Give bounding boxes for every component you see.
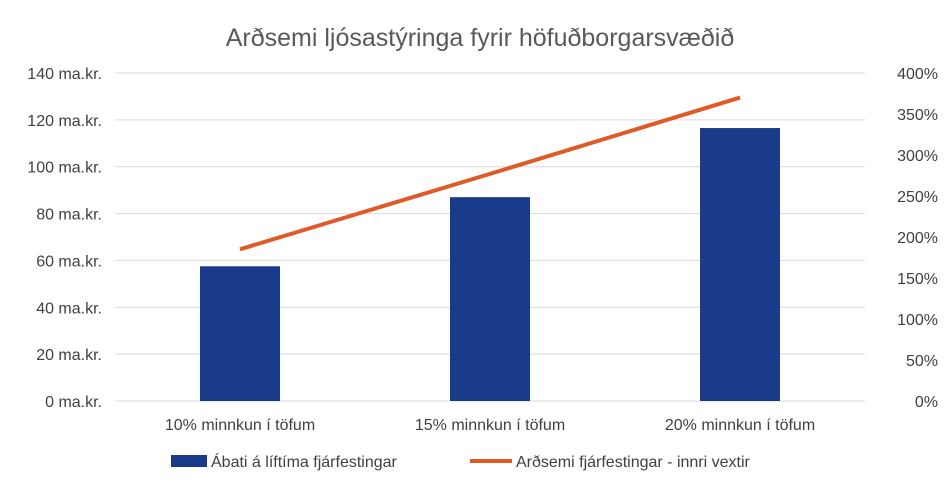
bar-series [200, 128, 780, 402]
line-path [239, 95, 741, 252]
left-tick-label: 20 ma.kr. [36, 347, 102, 364]
right-tick-label: 350% [897, 107, 938, 124]
right-tick-label: 0% [915, 394, 938, 411]
left-tick-label: 60 ma.kr. [36, 253, 102, 270]
left-axis: 0 ma.kr. 20 ma.kr. 40 ma.kr. 60 ma.kr. 80 ma… [27, 66, 102, 411]
left-tick-label: 80 ma.kr. [36, 207, 102, 224]
right-axis: 0% 50% 100% 150% 200% 250% 300% 350% 400% [897, 66, 938, 411]
left-tick-label: 40 ma.kr. [36, 300, 102, 317]
category-label: 15% minnkun í töfum [415, 417, 565, 434]
bar [700, 128, 780, 402]
line-series [239, 95, 741, 252]
bar [450, 197, 530, 401]
category-label: 10% minnkun í töfum [165, 417, 315, 434]
chart-title: Arðsemi ljósastýringa fyrir höfuðborgars… [226, 24, 735, 52]
bar [200, 266, 280, 401]
right-tick-label: 150% [897, 271, 938, 288]
legend: Ábati á líftíma fjárfestingar Arðsemi fj… [171, 452, 751, 471]
right-tick-label: 100% [897, 312, 938, 329]
right-tick-label: 50% [906, 353, 938, 370]
category-axis: 10% minnkun í töfum 15% minnkun í töfum 20… [165, 417, 815, 434]
category-label: 20% minnkun í töfum [665, 417, 815, 434]
right-tick-label: 200% [897, 230, 938, 247]
legend-bar-swatch [171, 455, 207, 467]
legend-bar-label: Ábati á líftíma fjárfestingar [211, 452, 398, 471]
right-tick-label: 300% [897, 148, 938, 165]
right-tick-label: 250% [897, 189, 938, 206]
left-tick-label: 0 ma.kr. [45, 394, 102, 411]
legend-line-label: Arðsemi fjárfestingar - innri vextir [516, 454, 751, 471]
left-tick-label: 100 ma.kr. [27, 160, 102, 177]
right-tick-label: 400% [897, 66, 938, 83]
left-tick-label: 140 ma.kr. [27, 66, 102, 83]
left-tick-label: 120 ma.kr. [27, 113, 102, 130]
